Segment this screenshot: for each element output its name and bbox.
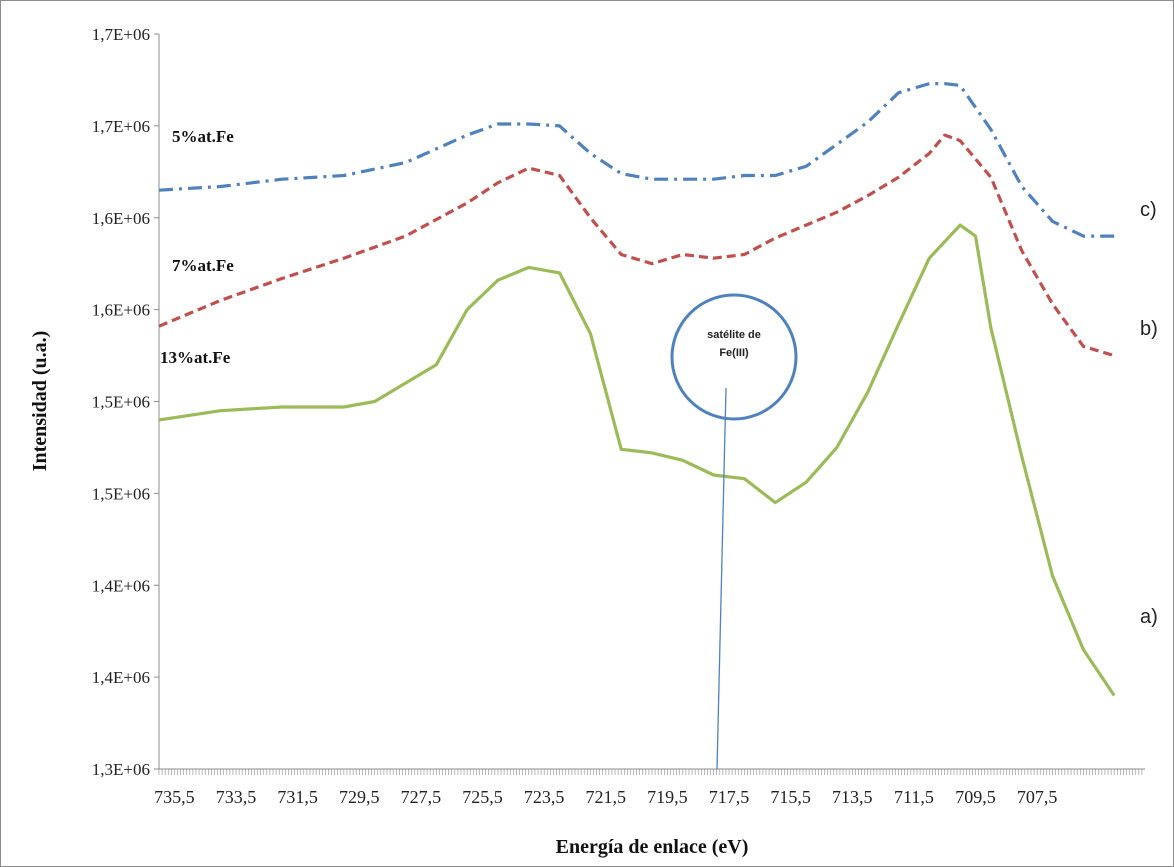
x-minor-ticks <box>158 769 1143 775</box>
annotation-circle <box>670 293 798 421</box>
y-tick-label: 1,3E+06 <box>92 760 150 779</box>
series-label-13-fe: 13%at.Fe <box>160 348 231 367</box>
y-tick-label: 1,4E+06 <box>92 668 150 687</box>
y-tick-label: 1,4E+06 <box>92 576 150 595</box>
x-tick-label: 709,5 <box>955 787 996 807</box>
y-axis-ticks: 1,3E+06 1,4E+06 1,4E+06 1,5E+06 1,5E+06 1,6E+… <box>92 25 159 779</box>
y-tick-label: 1,6E+06 <box>92 209 150 228</box>
y-tick-label: 1,7E+06 <box>92 25 150 44</box>
x-tick-label: 727,5 <box>401 787 442 807</box>
series-label-5-fe: 5%at.Fe <box>172 127 234 146</box>
y-tick-label: 1,5E+06 <box>92 484 150 503</box>
x-tick-label: 733,5 <box>216 787 257 807</box>
x-tick-label: 723,5 <box>524 787 565 807</box>
series-line-7-at-fe <box>158 133 1115 358</box>
series-tag-a: a) <box>1140 606 1158 628</box>
y-axis-title: Intensidad (u.a.) <box>29 331 51 472</box>
x-axis-title: Energía de enlace (eV) <box>556 836 749 858</box>
x-tick-label: 719,5 <box>647 787 688 807</box>
x-tick-label: 729,5 <box>339 787 380 807</box>
series-line-5-at-fe <box>158 81 1115 238</box>
x-tick-label: 725,5 <box>462 787 503 807</box>
y-tick-label: 1,7E+06 <box>92 117 150 136</box>
x-tick-label: 731,5 <box>277 787 318 807</box>
annotation-text-line2: Fe(III) <box>719 347 749 359</box>
series-line-13-at-fe <box>158 223 1116 697</box>
series-tag-c: c) <box>1140 199 1157 221</box>
x-axis-ticks: 735,5 733,5 731,5 729,5 727,5 725,5 723,5 721,5… <box>154 787 1057 807</box>
x-tick-label: 717,5 <box>709 787 750 807</box>
x-tick-label: 713,5 <box>832 787 873 807</box>
annotation-leader-line <box>716 387 727 770</box>
series-lines <box>158 81 1116 697</box>
x-tick-label: 707,5 <box>1017 787 1058 807</box>
y-tick-label: 1,5E+06 <box>92 393 150 412</box>
series-label-7-fe: 7%at.Fe <box>172 256 234 275</box>
annotation-text-line1: satélite de <box>707 329 761 341</box>
x-tick-label: 715,5 <box>770 787 811 807</box>
series-tag-b: b) <box>1140 318 1158 340</box>
x-tick-label: 711,5 <box>894 787 934 807</box>
satellite-annotation: satélite de Fe(III) <box>670 293 798 770</box>
x-tick-label: 735,5 <box>154 787 195 807</box>
x-tick-label: 721,5 <box>586 787 627 807</box>
y-tick-label: 1,6E+06 <box>92 301 150 320</box>
